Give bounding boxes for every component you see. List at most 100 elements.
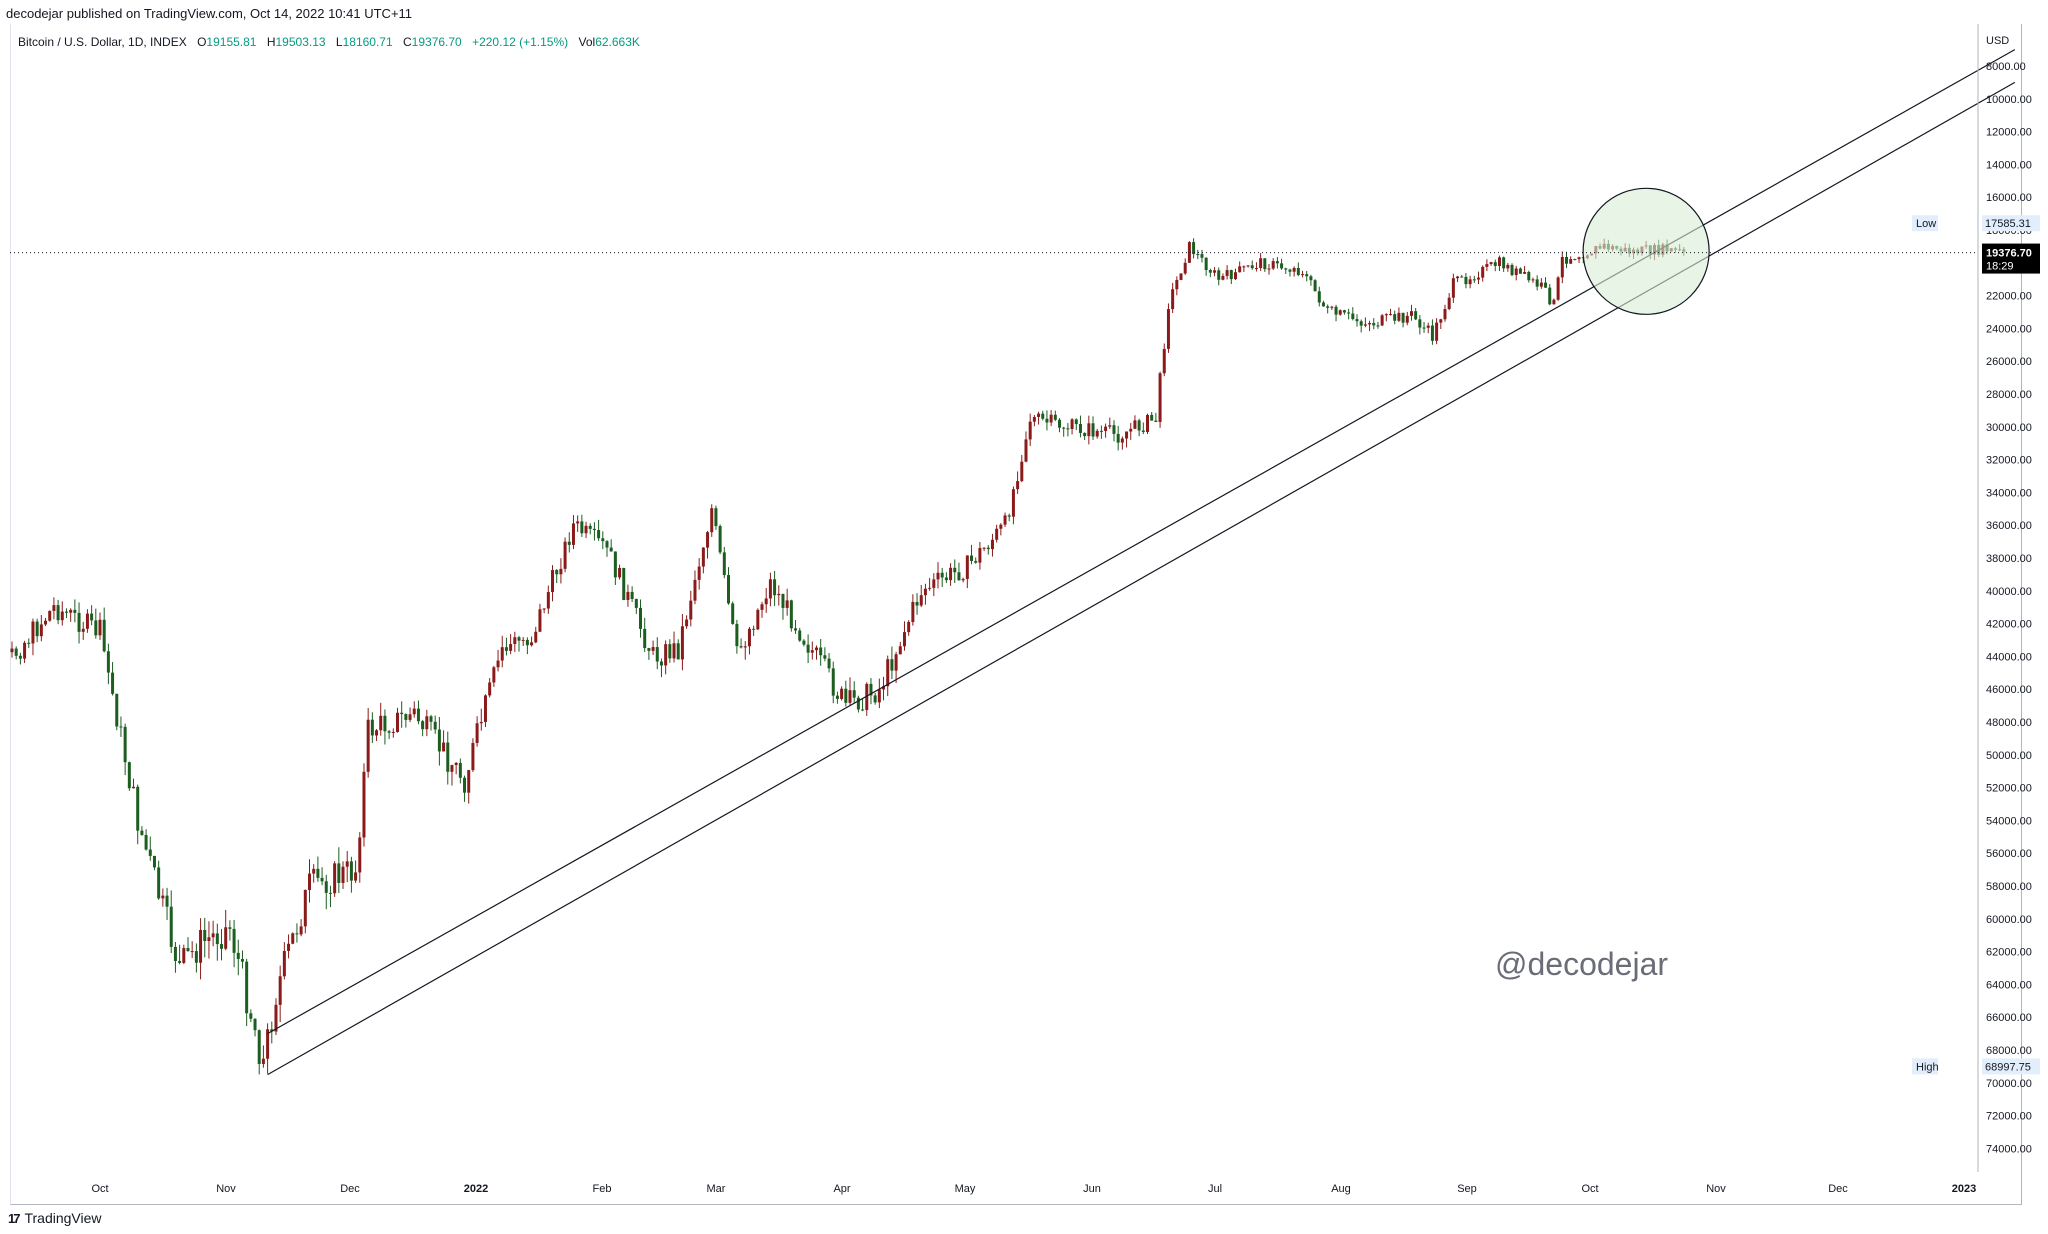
candle-body (1095, 430, 1099, 437)
candle-body (1523, 272, 1527, 274)
candle-body (877, 689, 881, 703)
published-line: decodejar published on TradingView.com, … (6, 6, 413, 21)
trendline[interactable] (267, 49, 2016, 1035)
candle-body (551, 570, 555, 593)
low-tag-value-bg (1982, 215, 2040, 232)
candle-body (35, 621, 39, 637)
candle-body (245, 961, 249, 1014)
candle-body (597, 530, 601, 539)
candle-body (127, 762, 131, 789)
candle-body (831, 668, 835, 696)
candle-body (1560, 256, 1564, 278)
candle-body (923, 588, 927, 596)
candle-body (689, 600, 693, 620)
candle-body (1334, 306, 1338, 315)
candle-body (429, 716, 433, 722)
candle-body (1510, 264, 1514, 276)
candle-body (111, 672, 115, 694)
trendline[interactable] (267, 81, 2016, 1076)
candle-body (714, 508, 718, 527)
candle-body (186, 948, 190, 952)
symbol-name[interactable]: Bitcoin / U.S. Dollar, 1D, INDEX (18, 35, 187, 49)
candle-body (1183, 262, 1187, 274)
candle-body (354, 872, 358, 881)
candle-body (907, 621, 911, 633)
candle-body (1472, 279, 1476, 281)
candle-body (1120, 438, 1124, 443)
open-value: 19155.81 (206, 35, 257, 49)
candle-body (1351, 313, 1355, 320)
chart-frame[interactable] (10, 24, 2022, 1205)
candle-body (1577, 257, 1581, 260)
candle-body (525, 639, 529, 646)
price-tick-label: 32000.00 (1986, 455, 2032, 467)
candle-body (1481, 266, 1485, 278)
candle-body (814, 647, 818, 651)
candle-body (169, 906, 173, 947)
candle-body (60, 611, 64, 621)
low-label: L (335, 35, 343, 49)
candle-body (768, 579, 772, 599)
candle-body (1208, 269, 1212, 273)
candle-body (965, 555, 969, 579)
candle-body (521, 639, 525, 641)
candle-body (630, 591, 634, 599)
candle-body (1447, 297, 1451, 310)
candle-body (341, 866, 345, 883)
candle-body (622, 568, 626, 600)
candle-body (81, 628, 85, 632)
candle-body (978, 547, 982, 563)
candle-body (1037, 413, 1041, 417)
candle-body (215, 933, 219, 945)
candle-body (794, 628, 798, 631)
price-tick-label: 38000.00 (1986, 553, 2032, 565)
low-value: 18160.71 (342, 35, 393, 49)
price-tick-label: 16000.00 (1986, 192, 2032, 204)
candle-body (869, 683, 873, 696)
candle-body (207, 937, 211, 942)
candle-body (500, 647, 504, 661)
candle-body (718, 526, 722, 553)
candle-body (580, 521, 584, 534)
candle-body (936, 572, 940, 580)
candle-body (1464, 276, 1468, 285)
candle-body (601, 538, 605, 542)
candle-body (1007, 515, 1011, 517)
candle-body (1200, 254, 1204, 258)
candle-body (576, 521, 580, 524)
candle-body (651, 647, 655, 651)
footer-brand[interactable]: 17 TradingView (8, 1210, 102, 1226)
candle-body (618, 568, 622, 578)
candle-body (1451, 278, 1455, 298)
highlight-circle[interactable] (1582, 187, 1710, 315)
candle-body (132, 786, 136, 789)
price-tick-label: 24000.00 (1986, 323, 2032, 335)
candle-body (1477, 277, 1481, 280)
price-tick-label: 52000.00 (1986, 783, 2032, 795)
candle-body (220, 944, 224, 949)
candle-body (664, 644, 668, 666)
candle-body (90, 613, 94, 621)
candle-body (1112, 425, 1116, 434)
candle-body (1196, 254, 1200, 256)
candle-body (77, 612, 81, 632)
candle-body (119, 726, 123, 728)
candle-body (253, 1018, 257, 1031)
candle-body (806, 644, 810, 653)
close-label: C (403, 35, 412, 49)
candle-body (659, 661, 663, 666)
candle-body (1342, 310, 1346, 313)
price-tick-label: 54000.00 (1986, 815, 2032, 827)
price-tick-label: 70000.00 (1986, 1078, 2032, 1090)
candle-body (1003, 515, 1007, 525)
candle-body (785, 600, 789, 608)
candle-body (1531, 279, 1535, 281)
candle-body (1078, 423, 1082, 433)
price-tick-label: 30000.00 (1986, 422, 2032, 434)
candle-body (358, 837, 362, 873)
candle-body (592, 528, 596, 531)
candle-body (173, 946, 177, 961)
candle-body (249, 1013, 253, 1019)
time-tick-label: Apr (833, 1183, 850, 1195)
